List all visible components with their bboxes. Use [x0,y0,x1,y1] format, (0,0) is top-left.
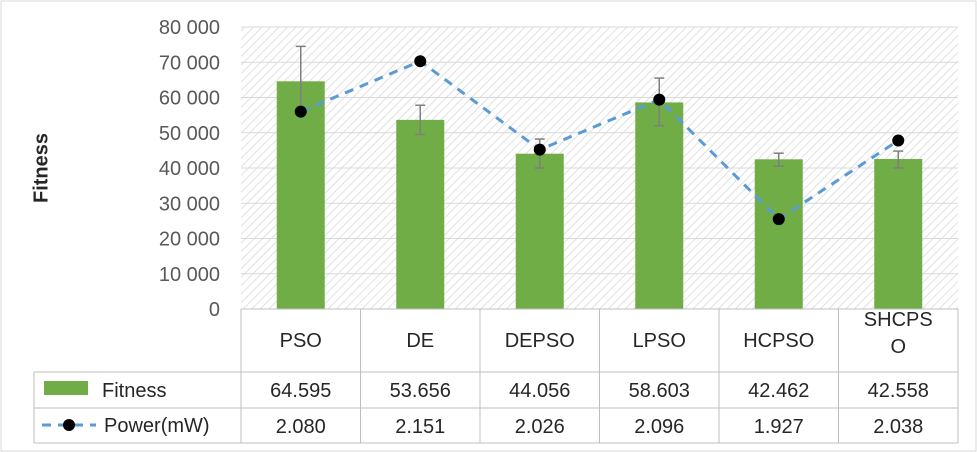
power-value: 2.038 [873,416,923,438]
data-table: PSO DE DEPSO LPSO HCPSO SHCPS O Fitness Power(mW… [33,308,959,444]
category-label: HCPSO [743,330,814,352]
power-marker [294,105,307,118]
fitness-value: 42.558 [868,380,929,402]
category-label: DEPSO [505,330,575,352]
fitness-value: 44.056 [509,380,570,402]
legend-fitness-key [44,381,88,395]
power-marker [533,143,546,156]
y-axis-label: Fitness [30,133,52,203]
category-label: DE [406,330,434,352]
legend-fitness-label: Fitness [102,380,166,402]
y-tick-label: 10 000 [159,264,220,286]
error-bar [893,150,904,169]
fitness-bar [874,158,923,309]
y-tick-label: 80 000 [159,17,220,39]
fitness-bar [396,119,445,309]
power-marker [892,134,905,147]
category-label: SHCPS [864,309,933,331]
fitness-bar [515,153,564,309]
error-bar [773,152,784,167]
fitness-value: 64.595 [270,380,331,402]
legend-power-marker [63,419,75,431]
category-label: O [890,336,906,358]
error-bar [415,104,426,136]
y-tick-label: 70 000 [159,52,220,74]
y-tick-label: 50 000 [159,123,220,145]
fitness-bar [754,159,803,309]
fitness-bar [635,102,684,309]
y-tick-label: 20 000 [159,229,220,251]
fitness-bars [276,81,923,309]
gridlines [241,26,958,275]
power-value: 2.151 [395,416,445,438]
fitness-bar [276,81,325,309]
category-label: LPSO [633,330,686,352]
y-tick-label: 0 [209,299,220,321]
power-marker [772,213,785,226]
y-tick-label: 40 000 [159,158,220,180]
power-marker [414,55,427,68]
fitness-value: 53.656 [390,380,451,402]
legend-power-label: Power(mW) [104,415,210,437]
y-tick-label: 30 000 [159,193,220,215]
power-line [300,59,900,222]
fitness-value: 58.603 [629,380,690,402]
power-value: 2.080 [276,416,326,438]
power-markers [294,55,905,226]
category-label: PSO [280,330,322,352]
y-axis-ticks: 0 10 000 20 000 30 000 40 000 50 000 60 000 70 … [159,17,220,321]
fitness-value: 42.462 [748,380,809,402]
power-marker [653,93,666,106]
power-value: 2.026 [515,416,565,438]
power-value: 2.096 [634,416,684,438]
y-tick-label: 60 000 [159,88,220,110]
power-value: 1.927 [754,416,804,438]
